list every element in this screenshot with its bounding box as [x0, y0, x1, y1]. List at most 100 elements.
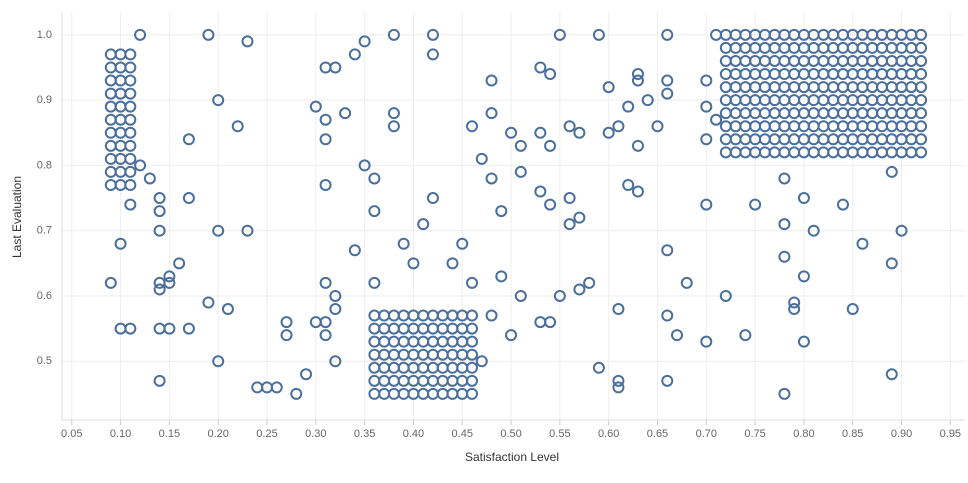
point — [124, 178, 137, 191]
point — [778, 133, 791, 146]
point — [495, 205, 508, 218]
point — [212, 224, 225, 237]
point — [631, 185, 644, 198]
point — [797, 335, 810, 348]
point — [592, 361, 605, 374]
point — [778, 172, 791, 185]
point — [915, 41, 928, 54]
point — [905, 41, 918, 54]
point — [915, 81, 928, 94]
point — [368, 309, 381, 322]
point — [368, 205, 381, 218]
point — [856, 41, 869, 54]
x-tick-label: 0.70 — [696, 428, 717, 440]
point — [485, 74, 498, 87]
point — [153, 205, 166, 218]
point — [309, 100, 322, 113]
point — [378, 335, 391, 348]
point — [348, 48, 361, 61]
point — [866, 107, 879, 120]
point — [104, 87, 117, 100]
point — [446, 361, 459, 374]
point — [719, 54, 732, 67]
point — [885, 133, 898, 146]
point — [612, 120, 625, 133]
point — [739, 133, 752, 146]
point — [319, 329, 332, 342]
point — [885, 81, 898, 94]
point — [856, 81, 869, 94]
point — [719, 41, 732, 54]
point — [436, 348, 449, 361]
point — [114, 237, 127, 250]
point — [856, 237, 869, 250]
point — [612, 303, 625, 316]
point — [602, 126, 615, 139]
point — [651, 120, 664, 133]
point — [778, 120, 791, 133]
point — [329, 355, 342, 368]
point — [397, 387, 410, 400]
point — [241, 35, 254, 48]
point — [612, 374, 625, 387]
point — [544, 316, 557, 329]
point — [905, 146, 918, 159]
y-tick-label: 0.7 — [37, 225, 52, 237]
point — [700, 335, 713, 348]
point — [319, 178, 332, 191]
point — [573, 283, 586, 296]
point — [768, 81, 781, 94]
point — [885, 257, 898, 270]
point — [788, 68, 801, 81]
point — [788, 296, 801, 309]
point — [817, 41, 830, 54]
point — [778, 250, 791, 263]
point — [368, 335, 381, 348]
point — [778, 146, 791, 159]
x-tick-label: 0.55 — [549, 428, 570, 440]
y-tick-label: 0.9 — [37, 94, 52, 106]
point — [436, 322, 449, 335]
point — [768, 54, 781, 67]
point — [778, 218, 791, 231]
point — [300, 368, 313, 381]
x-tick-label: 0.75 — [744, 428, 765, 440]
point — [915, 68, 928, 81]
point — [866, 54, 879, 67]
point — [319, 276, 332, 289]
point — [622, 178, 635, 191]
point — [485, 172, 498, 185]
point — [329, 289, 342, 302]
point — [475, 152, 488, 165]
y-tick-label: 1.0 — [37, 29, 52, 41]
point — [797, 270, 810, 283]
point — [104, 74, 117, 87]
point — [124, 126, 137, 139]
point — [836, 41, 849, 54]
point — [339, 107, 352, 120]
point — [446, 322, 459, 335]
point — [719, 289, 732, 302]
x-tick-label: 0.80 — [793, 428, 814, 440]
point — [602, 81, 615, 94]
point — [212, 94, 225, 107]
point — [758, 107, 771, 120]
point — [915, 54, 928, 67]
point — [758, 68, 771, 81]
point — [778, 54, 791, 67]
point — [124, 113, 137, 126]
point — [622, 100, 635, 113]
point — [104, 139, 117, 152]
point — [104, 113, 117, 126]
point — [739, 54, 752, 67]
point — [514, 139, 527, 152]
point — [915, 94, 928, 107]
point — [182, 322, 195, 335]
point — [807, 133, 820, 146]
point — [788, 54, 801, 67]
point — [739, 146, 752, 159]
point — [729, 81, 742, 94]
point — [387, 322, 400, 335]
point — [436, 361, 449, 374]
point — [104, 48, 117, 61]
